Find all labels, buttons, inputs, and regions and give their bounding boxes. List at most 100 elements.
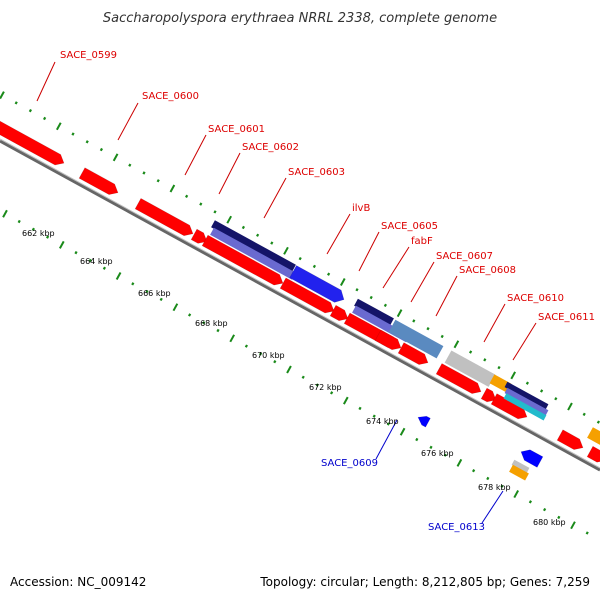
gene-label-sace-0599[interactable]: SACE_0599 — [60, 50, 117, 61]
gene-label-sace-0603[interactable]: SACE_0603 — [288, 167, 345, 178]
lower-tick-track — [2, 209, 589, 535]
leader-sace-0607 — [410, 261, 435, 303]
cds-sace-0614[interactable] — [556, 429, 584, 450]
kbp-label-678: 678 kbp — [478, 483, 511, 492]
cds-sace-0603[interactable] — [201, 234, 284, 286]
gene-label-fabf[interactable]: fabF — [411, 236, 433, 247]
feature-sace-0610-grey[interactable] — [444, 350, 496, 387]
minor-tick — [582, 412, 586, 417]
minor-tick — [525, 381, 529, 385]
map-title: Saccharopolyspora erythraea NRRL 2338, c… — [103, 11, 497, 26]
minor-tick — [330, 391, 334, 395]
minor-tick — [301, 375, 305, 379]
leader-sace-0610 — [483, 303, 506, 343]
gene-label-sace-0605[interactable]: SACE_0605 — [381, 221, 438, 232]
cds-sace-0608[interactable] — [397, 342, 429, 365]
leader-sace-0601 — [184, 134, 207, 176]
minor-tick — [199, 202, 203, 206]
gene-labels: SACE_0599 SACE_0600 SACE_0601 SACE_0602 … — [60, 50, 595, 533]
leader-sace-0609 — [375, 419, 398, 460]
feature-sace-0607-navy[interactable] — [354, 298, 394, 326]
leader-sace-0613 — [481, 490, 504, 524]
feature-sace-0611-navy[interactable] — [504, 381, 549, 410]
cds-sace-0600[interactable] — [78, 167, 119, 195]
minor-tick — [188, 313, 192, 317]
minor-tick — [213, 210, 217, 214]
kbp-labels: 662 kbp 664 kbp 666 kbp 668 kbp 670 kbp … — [22, 229, 566, 527]
minor-tick — [43, 116, 47, 121]
cds-sace-0615[interactable] — [586, 445, 600, 463]
minor-tick — [270, 241, 274, 245]
minor-tick — [241, 225, 245, 230]
minor-tick — [440, 334, 444, 339]
kbp-label-670: 670 kbp — [252, 351, 285, 360]
major-tick — [570, 521, 576, 530]
minor-tick — [312, 264, 316, 269]
gene-label-sace-0608[interactable]: SACE_0608 — [459, 265, 516, 276]
minor-tick — [256, 233, 260, 237]
major-tick — [58, 240, 65, 249]
cds-sace-0605[interactable] — [329, 304, 349, 322]
cds-sace-0611[interactable] — [480, 387, 497, 403]
gene-label-sace-0613[interactable]: SACE_0613 — [428, 522, 485, 533]
major-tick — [286, 365, 292, 374]
cds-sace-0610[interactable] — [435, 363, 482, 394]
feature-sace-0603-navy[interactable] — [211, 220, 296, 272]
cds-sace-0613-blue[interactable] — [520, 449, 544, 468]
minor-tick — [543, 507, 547, 512]
major-tick — [115, 272, 122, 281]
cds-sace-0599[interactable] — [0, 120, 65, 166]
major-tick — [456, 458, 463, 467]
minor-tick — [74, 251, 78, 255]
gene-label-sace-0609[interactable]: SACE_0609 — [321, 458, 378, 469]
minor-tick — [46, 235, 50, 239]
feature-sace-0611-slate[interactable] — [504, 387, 549, 416]
gene-label-sace-0611[interactable]: SACE_0611 — [538, 312, 595, 323]
major-tick — [283, 246, 289, 255]
cds-sace-0609[interactable] — [417, 415, 431, 428]
cds-ilvb[interactable] — [279, 277, 335, 314]
feature-sace-0610-orange[interactable] — [489, 374, 512, 393]
leader-sace-0605 — [358, 231, 380, 272]
minor-tick — [145, 289, 149, 294]
feature-track — [0, 120, 600, 481]
feature-edge-orange[interactable] — [587, 427, 600, 446]
leader-sace-0599 — [36, 61, 56, 102]
gene-label-sace-0602[interactable]: SACE_0602 — [242, 142, 299, 153]
cds-sace-0607[interactable] — [374, 329, 402, 351]
minor-tick — [142, 171, 146, 175]
gene-label-sace-0610[interactable]: SACE_0610 — [507, 293, 564, 304]
leader-sace-0611 — [512, 322, 537, 361]
feature-sace-0603-slate[interactable] — [210, 227, 296, 280]
minor-tick — [185, 194, 189, 198]
kbp-label-674: 674 kbp — [366, 417, 399, 426]
major-tick — [396, 309, 403, 318]
minor-tick — [426, 327, 430, 331]
gene-label-sace-0600[interactable]: SACE_0600 — [142, 91, 199, 102]
major-tick — [342, 396, 349, 405]
gene-label-ilvb[interactable]: ilvB — [352, 203, 370, 214]
feature-ilvb-blue[interactable] — [289, 265, 345, 303]
minor-tick — [202, 321, 206, 325]
minor-tick — [327, 272, 331, 276]
feature-sace-0613-orange[interactable] — [509, 464, 529, 481]
gene-label-sace-0601[interactable]: SACE_0601 — [208, 124, 265, 135]
minor-tick — [383, 303, 387, 307]
leader-fabf — [382, 246, 410, 289]
kbp-label-668: 668 kbp — [195, 319, 228, 328]
major-tick — [453, 340, 460, 349]
kbp-label-676: 676 kbp — [421, 449, 454, 458]
minor-tick — [528, 500, 532, 504]
gene-label-sace-0607[interactable]: SACE_0607 — [436, 251, 493, 262]
feature-sace-0611-teal[interactable] — [503, 393, 547, 421]
cds-sace-0601[interactable] — [134, 197, 194, 237]
leader-sace-0600 — [117, 102, 139, 141]
feature-sace-0613-grey[interactable] — [511, 459, 530, 474]
leader-sace-0608 — [435, 275, 458, 317]
feature-fabf-steel[interactable] — [388, 319, 444, 359]
accession-text: Accession: NC_009142 — [10, 575, 146, 589]
cds-sace-0602[interactable] — [190, 228, 208, 244]
minor-tick — [596, 420, 600, 424]
minor-tick — [557, 515, 561, 520]
